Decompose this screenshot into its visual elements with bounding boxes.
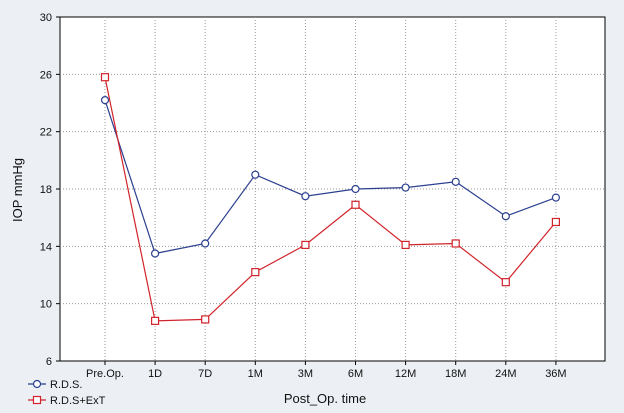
data-point-circle [151, 249, 160, 258]
series-rds [100, 96, 561, 258]
legend-item: R.D.S. [28, 379, 82, 391]
data-point-square [551, 217, 561, 227]
series-line [104, 77, 557, 322]
data-point-circle [301, 192, 310, 201]
data-point-circle [401, 183, 410, 192]
y-tick-label: 18 [40, 184, 52, 196]
y-tick-label: 14 [40, 241, 52, 253]
x-tick-label: 12M [395, 368, 416, 380]
data-point-square [251, 268, 260, 277]
data-point-square [351, 200, 360, 209]
y-axis-title: IOP mmHg [10, 158, 25, 222]
data-point-square [301, 240, 310, 249]
data-point-square [100, 73, 110, 82]
y-tick-label: 10 [40, 299, 52, 311]
legend-marker-square [32, 395, 42, 405]
legend: R.D.S. R.D.S+ExT [28, 379, 106, 407]
y-tick-label: 30 [40, 12, 52, 24]
x-tick-label: 6M [348, 368, 363, 380]
legend-label: R.D.S+ExT [50, 395, 106, 407]
data-point-circle [551, 193, 561, 202]
x-tick-label: 24M [495, 368, 516, 380]
data-point-circle [100, 96, 110, 105]
x-tick-label: 18M [445, 368, 466, 380]
series-group [100, 73, 561, 325]
data-point-circle [351, 184, 360, 194]
data-point-circle [251, 170, 260, 179]
data-point-square [201, 315, 210, 324]
data-point-square [451, 239, 460, 248]
series-line [104, 99, 557, 255]
x-tick-label: 1D [148, 368, 162, 380]
legend-item: R.D.S+ExT [28, 395, 106, 407]
data-point-circle [451, 177, 460, 186]
series-rds-ext [100, 73, 561, 325]
x-tick-label: 3M [298, 368, 313, 380]
axis-ticks: 6 10 14 18 22 26 30 Pre.Op. 1D 7D 1M 3M 6M 12M 18M 24M 3… [40, 12, 567, 380]
legend-label: R.D.S. [50, 379, 82, 391]
data-point-square [501, 278, 510, 287]
y-tick-label: 6 [46, 356, 52, 368]
data-point-square [151, 316, 160, 325]
x-tick-label: 36M [545, 368, 566, 380]
data-point-square [401, 240, 410, 249]
y-tick-label: 22 [40, 127, 52, 139]
data-point-circle [201, 239, 210, 248]
x-axis-title: Post_Op. time [284, 391, 366, 406]
x-tick-label: 7D [198, 368, 212, 380]
legend-marker-circle [32, 379, 42, 389]
data-point-circle [501, 212, 510, 221]
x-tick-label: 1M [248, 368, 263, 380]
y-tick-label: 26 [40, 69, 52, 81]
x-tick-label: Pre.Op. [86, 368, 124, 380]
